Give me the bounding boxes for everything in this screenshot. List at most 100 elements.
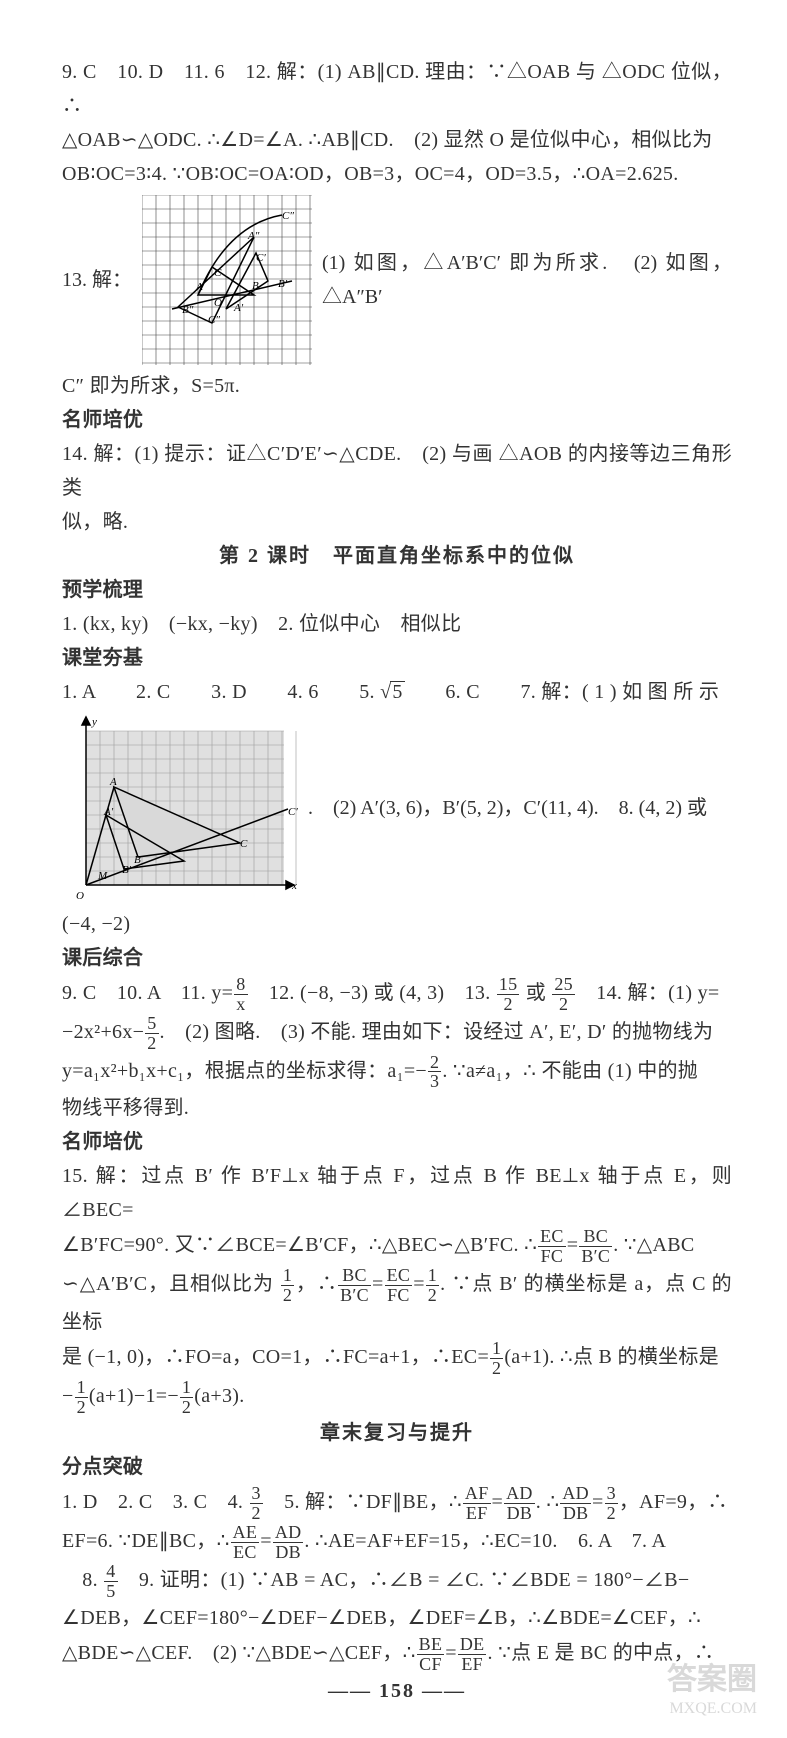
para-16: 15. 解：过点 B′ 作 B′F⊥x 轴于点 F，过点 B 作 BE⊥x 轴于… [62,1159,732,1227]
figure-2: yxOMABCA′B′C′ [68,713,298,903]
svg-text:B′: B′ [122,864,132,876]
heading-3: 预学梳理 [62,573,732,607]
p17c: . ∵△ABC [613,1234,694,1256]
svg-text:B: B [252,280,259,292]
p17a: ∠B′FC=90°. 又∵∠BCE=∠B′CF，∴△BEC∽△B′FC. ∴ [62,1234,537,1256]
frac-12d: 12 [75,1378,88,1417]
svg-text:C″: C″ [208,314,220,326]
p14a: y=a₁x²+b₁x+c₁，根据点的坐标求得：a₁=− [62,1060,427,1082]
frac-ecfc: ECFC [538,1227,566,1266]
frac-32b: 32 [605,1484,618,1523]
frac-bcbpc2: BCB′C [338,1266,371,1305]
frac-addb3: ADDB [273,1523,304,1562]
p20c: (a+3). [194,1385,244,1407]
p21b: 5. 解：∵DF∥BE，∴ [264,1491,462,1513]
p25c: . ∵点 E 是 BC 的中点，∴ [487,1642,714,1664]
p21c: = [492,1491,504,1513]
svg-text:x: x [291,880,297,892]
para-13: −2x²+6x−52. (2) 图略. (3) 不能. 理由如下：设经过 A′,… [62,1014,732,1053]
p22a: EF=6. ∵DE∥BC，∴ [62,1530,230,1552]
svg-text:A″: A″ [247,230,260,242]
frac-12e: 12 [180,1378,193,1417]
page-number: —— 158 —— [62,1674,732,1708]
heading-7: 章末复习与提升 [62,1416,732,1450]
p21e: = [592,1491,604,1513]
svg-text:O: O [76,890,84,902]
svg-text:B″: B″ [182,304,194,316]
para-8: 1. (kx, ky) (−kx, −ky) 2. 位似中心 相似比 [62,607,732,641]
frac-152: 152 [497,975,520,1014]
svg-text:y: y [91,716,97,728]
svg-text:C′: C′ [256,252,266,264]
frac-252: 252 [552,975,575,1014]
para-10-row: yxOMABCA′B′C′ . (2) A′(3, 6)，B′(5, 2)，C′… [62,709,732,907]
frac-becf: BECF [417,1635,445,1674]
heading-8: 分点突破 [62,1450,732,1484]
frac-23: 23 [428,1053,441,1092]
para-18: ∽△A′B′C，且相似比为 12，∴BCB′C=ECFC=12. ∵点 B′ 的… [62,1266,732,1339]
frac-12a: 12 [281,1266,294,1305]
para-15: 物线平移得到. [62,1091,732,1125]
p14b: . ∵a≠a₁，∴ 不能由 (1) 中的抛 [442,1060,698,1082]
para-23: 8. 45 9. 证明：(1) ∵AB = AC，∴∠B = ∠C. ∵∠BDE… [62,1562,732,1601]
svg-text:O: O [214,297,222,309]
svg-text:M: M [97,870,108,882]
para-21: 1. D 2. C 3. C 4. 32 5. 解：∵DF∥BE，∴AFEF=A… [62,1484,732,1523]
p21f: ，AF=9，∴ [619,1491,728,1513]
p12c: 或 [520,982,551,1004]
p20a: − [62,1385,74,1407]
p25b: = [445,1642,457,1664]
p21d: . ∴ [536,1491,560,1513]
para-20: −12(a+1)−1=−12(a+3). [62,1378,732,1417]
para-22: EF=6. ∵DE∥BC，∴AEEC=ADDB. ∴AE=AF+EF=15，∴E… [62,1523,732,1562]
para-9a: 1. A 2. C 3. D 4. 6 5. [62,681,380,703]
para-4-pre: 13. 解： [62,263,132,297]
frac-52: 52 [145,1014,158,1053]
p20b: (a+1)−1=− [89,1385,179,1407]
p19a: 是 (−1, 0)，∴FO=a，CO=1，∴FC=a+1，∴EC= [62,1346,489,1368]
frac-ecfc2: ECFC [385,1266,413,1305]
svg-text:C″: C″ [282,210,294,222]
para-24: ∠DEB，∠CEF=180°−∠DEF−∠DEB，∠DEF=∠B，∴∠BDE=∠… [62,1601,732,1635]
svg-text:A: A [109,776,117,788]
frac-addb2: ADDB [560,1484,591,1523]
p13a: −2x²+6x− [62,1021,144,1043]
svg-text:B′: B′ [278,278,288,290]
p12a: 9. C 10. A 11. y= [62,982,233,1004]
p12d: 14. 解：(1) y= [576,982,720,1004]
para-12: 9. C 10. A 11. y=8x 12. (−8, −3) 或 (4, 3… [62,975,732,1014]
frac-bcbpc: BCB′C [579,1227,612,1266]
para-3: OB∶OC=3∶4. ∵OB∶OC=OA∶OD，OB=3，OC=4，OD=3.5… [62,157,732,191]
svg-text:A′: A′ [233,302,244,314]
para-11: (−4, −2) [62,907,732,941]
p25a: △BDE∽△CEF. (2) ∵△BDE∽△CEF，∴ [62,1642,416,1664]
svg-text:C: C [214,267,222,279]
frac-45: 45 [104,1562,117,1601]
frac-32: 32 [250,1484,263,1523]
para-4-post: (1) 如图，△A′B′C′ 即为所求. (2) 如图，△A″B′ [322,246,732,314]
para-10-post: . (2) A′(3, 6)，B′(5, 2)，C′(11, 4). 8. (4… [308,791,732,825]
para-7: 似，略. [62,505,732,539]
para-4-row: 13. 解： AOCBA′B′C′A″B″C″C″ (1) 如图，△A′B′C′… [62,191,732,369]
p21a: 1. D 2. C 3. C 4. [62,1491,249,1513]
frac-aeec: AEEC [231,1523,260,1562]
p18c: = [372,1273,384,1295]
para-25: △BDE∽△CEF. (2) ∵△BDE∽△CEF，∴BECF=DEEF. ∵点… [62,1635,732,1674]
heading-2: 第 2 课时 平面直角坐标系中的位似 [62,539,732,573]
svg-text:C: C [240,838,248,850]
para-1: 9. C 10. D 11. 6 12. 解：(1) AB∥CD. 理由：∵△O… [62,55,732,123]
frac-8x: 8x [234,975,247,1014]
p19b: (a+1). ∴点 B 的横坐标是 [504,1346,719,1368]
heading-6: 名师培优 [62,1125,732,1159]
para-9: 1. A 2. C 3. D 4. 6 5. √5 6. C 7. 解：( 1 … [62,675,732,709]
frac-afef: AFEF [463,1484,491,1523]
para-14: y=a₁x²+b₁x+c₁，根据点的坐标求得：a₁=−23. ∵a≠a₁，∴ 不… [62,1053,732,1092]
frac-12c: 12 [490,1339,503,1378]
p23b: 9. 证明：(1) ∵AB = AC，∴∠B = ∠C. ∵∠BDE = 180… [119,1569,690,1591]
p17b: = [567,1234,579,1256]
para-19: 是 (−1, 0)，∴FO=a，CO=1，∴FC=a+1，∴EC=12(a+1)… [62,1339,732,1378]
frac-deef: DEEF [458,1635,487,1674]
heading-4: 课堂夯基 [62,641,732,675]
figure-1: AOCBA′B′C′A″B″C″C″ [142,195,312,365]
page: 9. C 10. D 11. 6 12. 解：(1) AB∥CD. 理由：∵△O… [0,0,787,1738]
